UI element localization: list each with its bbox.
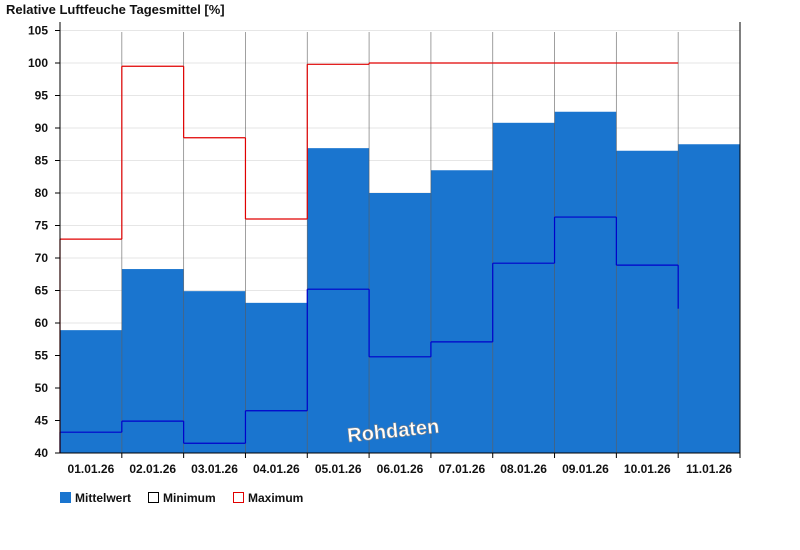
mean-bar (430, 170, 493, 453)
y-tick-label: 90 (35, 121, 49, 135)
mean-bar (60, 330, 122, 453)
legend-label-mittelwert: Mittelwert (75, 491, 131, 505)
y-tick-label: 95 (35, 89, 49, 103)
mean-bar (369, 193, 431, 453)
legend-swatch-mittelwert (60, 492, 71, 503)
x-tick-label: 06.01.26 (377, 462, 424, 476)
y-tick-label: 60 (35, 316, 49, 330)
x-tick-label: 01.01.26 (68, 462, 115, 476)
y-tick-label: 55 (35, 349, 49, 363)
x-tick-label: 05.01.26 (315, 462, 362, 476)
x-tick-label: 02.01.26 (129, 462, 176, 476)
y-tick-label: 85 (35, 154, 49, 168)
x-tick-label: 07.01.26 (438, 462, 485, 476)
legend-swatch-maximum (233, 492, 244, 503)
y-tick-label: 40 (35, 446, 49, 460)
y-tick-label: 65 (35, 284, 49, 298)
mean-bar (121, 269, 184, 453)
y-tick-label: 45 (35, 414, 49, 428)
mean-bar (245, 302, 308, 453)
mean-bar (554, 111, 617, 453)
mean-bar (678, 144, 740, 453)
x-tick-label: 09.01.26 (562, 462, 609, 476)
y-tick-label: 105 (28, 24, 48, 38)
x-tick-label: 03.01.26 (191, 462, 238, 476)
y-tick-label: 50 (35, 381, 49, 395)
mean-bar (183, 291, 246, 453)
x-tick-label: 10.01.26 (624, 462, 671, 476)
y-tick-label: 100 (28, 56, 48, 70)
legend-label-maximum: Maximum (248, 491, 303, 505)
mean-bar (616, 150, 679, 453)
legend-swatch-minimum (148, 492, 159, 503)
x-tick-label: 04.01.26 (253, 462, 300, 476)
x-tick-label: 08.01.26 (500, 462, 547, 476)
y-tick-label: 80 (35, 186, 49, 200)
legend-label-minimum: Minimum (163, 491, 216, 505)
y-tick-label: 75 (35, 219, 49, 233)
x-tick-label: 11.01.26 (686, 462, 732, 476)
chart-title: Relative Luftfeuche Tagesmittel [%] (6, 2, 225, 17)
mean-bar (492, 122, 555, 454)
y-tick-label: 70 (35, 251, 49, 265)
mean-bar (307, 148, 370, 453)
